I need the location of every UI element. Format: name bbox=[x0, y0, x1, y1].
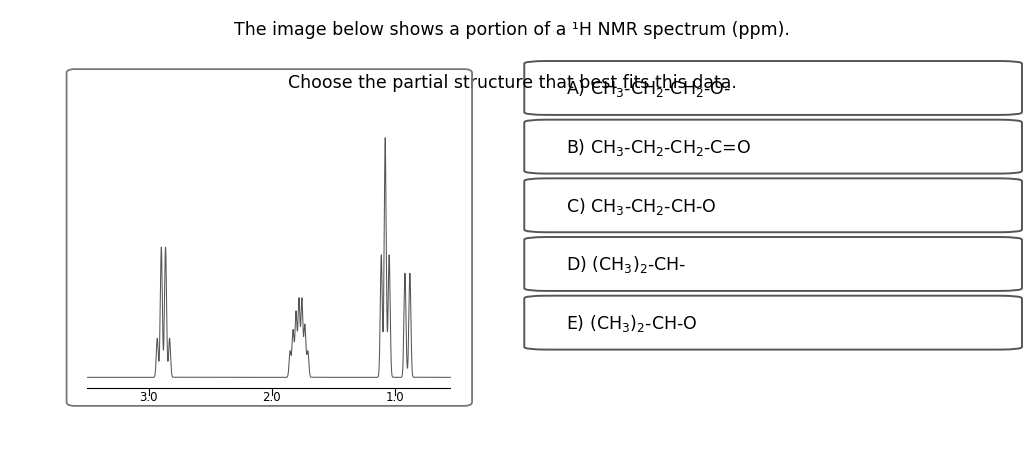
Text: 3.0: 3.0 bbox=[139, 390, 158, 404]
FancyBboxPatch shape bbox=[524, 62, 1022, 116]
Text: C) CH$_3$-CH$_2$-CH-O: C) CH$_3$-CH$_2$-CH-O bbox=[565, 195, 716, 217]
Text: B) CH$_3$-CH$_2$-CH$_2$-C=O: B) CH$_3$-CH$_2$-CH$_2$-C=O bbox=[565, 137, 751, 158]
FancyBboxPatch shape bbox=[524, 296, 1022, 350]
Text: 1.0: 1.0 bbox=[386, 390, 404, 404]
FancyBboxPatch shape bbox=[524, 179, 1022, 233]
Text: 2.0: 2.0 bbox=[262, 390, 282, 404]
Text: Choose the partial structure that best fits this data.: Choose the partial structure that best f… bbox=[288, 74, 736, 92]
Text: A) CH$_3$-CH$_2$-CH$_2$-O-: A) CH$_3$-CH$_2$-CH$_2$-O- bbox=[565, 78, 731, 99]
Text: The image below shows a portion of a ¹H NMR spectrum (ppm).: The image below shows a portion of a ¹H … bbox=[234, 21, 790, 40]
FancyBboxPatch shape bbox=[524, 238, 1022, 291]
Text: D) (CH$_3$)$_2$-CH-: D) (CH$_3$)$_2$-CH- bbox=[565, 254, 686, 275]
Text: E) (CH$_3$)$_2$-CH-O: E) (CH$_3$)$_2$-CH-O bbox=[565, 312, 697, 334]
FancyBboxPatch shape bbox=[524, 120, 1022, 174]
